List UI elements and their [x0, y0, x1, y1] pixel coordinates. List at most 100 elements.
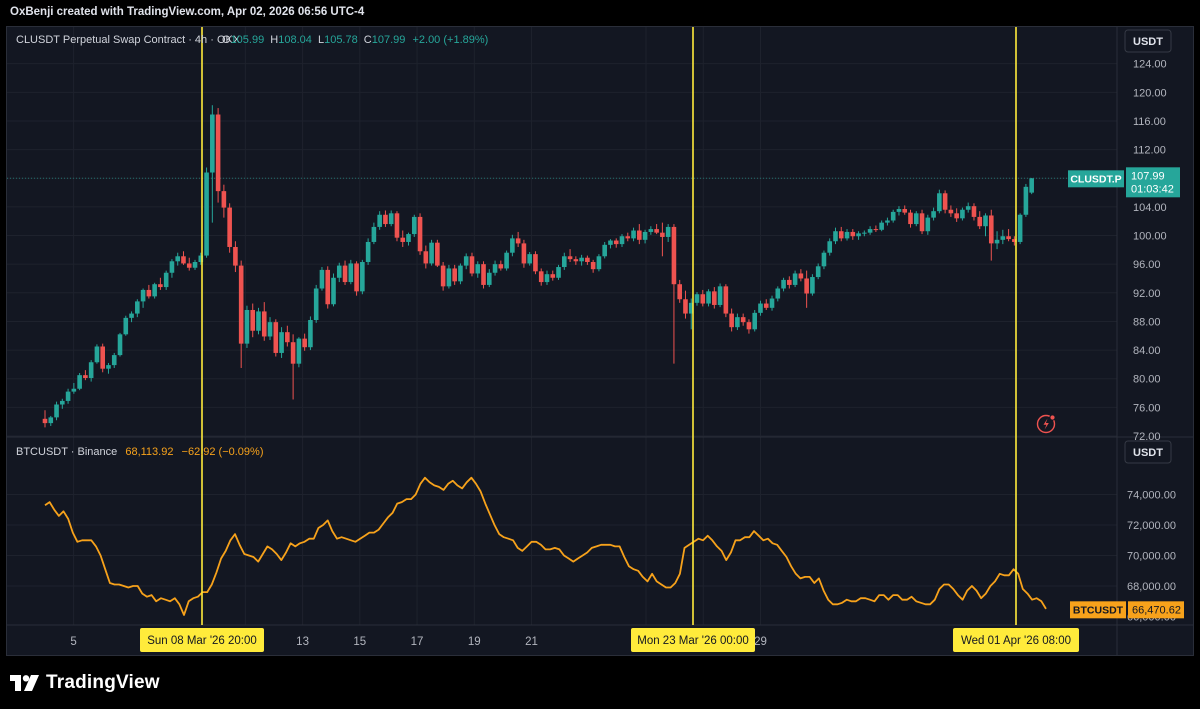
candle-body [313, 288, 319, 321]
candle-body [763, 303, 769, 308]
x-tick-label: 29 [754, 636, 767, 648]
candle-body [942, 193, 948, 210]
top-currency-button[interactable]: USDT [1124, 29, 1172, 53]
candle-body [423, 251, 429, 264]
candle-body [671, 226, 677, 285]
candle-body [354, 263, 359, 292]
bottom-currency-button[interactable]: USDT [1124, 440, 1172, 464]
candle-body [238, 265, 244, 344]
top-pane-grid [7, 27, 1117, 625]
time-marker-label-bg [140, 628, 264, 652]
time-marker-label-bg [953, 628, 1079, 652]
y-tick-label: 76.00 [1133, 402, 1161, 414]
candle-body [833, 231, 838, 242]
candle-body [654, 229, 659, 233]
candle-body [908, 212, 913, 225]
candle-body [100, 346, 105, 369]
candle-body [302, 338, 307, 348]
candle-body [54, 404, 59, 418]
y-tick-label: 112.00 [1133, 145, 1166, 157]
y-tick-label: 80.00 [1133, 374, 1161, 386]
candle-body [988, 215, 994, 244]
candle-body [158, 284, 163, 288]
tradingview-logo[interactable]: TradingView [10, 672, 160, 694]
candle-body [804, 278, 809, 294]
candle-body [608, 240, 613, 245]
y-tick-label: 100.00 [1133, 231, 1167, 243]
candlestick-series [42, 105, 1034, 428]
candle-body [273, 322, 279, 353]
y-tick-label: 68,000.00 [1127, 581, 1176, 593]
tradingview-logo-text: TradingView [46, 672, 160, 693]
candle-body [400, 237, 406, 242]
top-price-axis[interactable]: 124.00120.00116.00112.00108.00104.00100.… [1133, 59, 1167, 443]
candle-body [625, 236, 631, 239]
y-tick-label: 84.00 [1133, 345, 1161, 357]
candle-body [740, 317, 746, 323]
candle-body [325, 269, 331, 305]
bottom-currency-label: USDT [1133, 447, 1163, 459]
candle-body [602, 244, 607, 257]
candle-body [244, 309, 250, 344]
candle-body [550, 274, 556, 278]
candle-body [965, 206, 971, 210]
candle-body [925, 217, 931, 232]
candle-body [163, 272, 169, 288]
candle-body [867, 229, 873, 233]
high-label: H [270, 34, 278, 46]
candle-body [706, 291, 711, 304]
candle-body [458, 265, 463, 282]
candle-body [567, 256, 573, 260]
bottom-legend: BTCUSDT · Binance 68,113.92 −62.92 (−0.0… [16, 446, 263, 458]
candle-body [77, 375, 82, 389]
candle-body [1023, 186, 1029, 215]
candle-body [440, 265, 446, 287]
lightning-icon[interactable] [1036, 414, 1056, 434]
candle-body [198, 255, 204, 263]
x-tick-label: 15 [353, 636, 366, 648]
candle-body [983, 215, 988, 227]
candle-body [371, 226, 377, 242]
candle-body [348, 263, 354, 283]
candle-body [261, 311, 267, 337]
candle-body [233, 246, 238, 266]
candle-body [683, 299, 688, 314]
y-tick-label: 70,000.00 [1127, 551, 1176, 563]
time-marker-label-bg [631, 628, 755, 652]
candle-body [717, 286, 723, 305]
candle-body [948, 209, 954, 214]
candle-body [850, 231, 856, 237]
candle-body [186, 263, 192, 268]
time-marker-label: Mon 23 Mar '26 00:00 [637, 635, 749, 647]
candle-body [319, 269, 325, 289]
candle-body [729, 313, 734, 328]
candle-body [827, 241, 833, 253]
candle-body [256, 311, 261, 331]
candle-body [885, 220, 890, 223]
candle-body [71, 388, 77, 392]
candle-body [406, 234, 411, 242]
candle-body [267, 322, 273, 337]
candle-body [544, 274, 550, 283]
candle-body [336, 265, 342, 278]
time-markers: Sun 08 Mar '26 20:00 Mon 23 Mar '26 00:00… [140, 628, 1079, 652]
candle-body [308, 320, 313, 348]
candle-body [879, 222, 884, 230]
candle-body [787, 279, 792, 285]
candle-body [498, 264, 504, 269]
chart-frame [6, 26, 1194, 656]
candle-body [492, 264, 498, 273]
candle-body [590, 262, 596, 270]
candle-body [810, 277, 815, 294]
top-legend-symbol[interactable]: CLUSDT Perpetual Swap Contract · 4h · OK… [16, 34, 241, 46]
candle-body [844, 231, 850, 239]
candle-body [977, 216, 983, 227]
cl-tag-countdown: 01:03:42 [1131, 183, 1174, 195]
candle-body [556, 267, 561, 278]
x-tick-label: 5 [70, 636, 76, 648]
candle-body [596, 256, 602, 270]
candle-body [221, 191, 227, 208]
candle-body [446, 268, 452, 287]
candle-body [815, 266, 821, 278]
